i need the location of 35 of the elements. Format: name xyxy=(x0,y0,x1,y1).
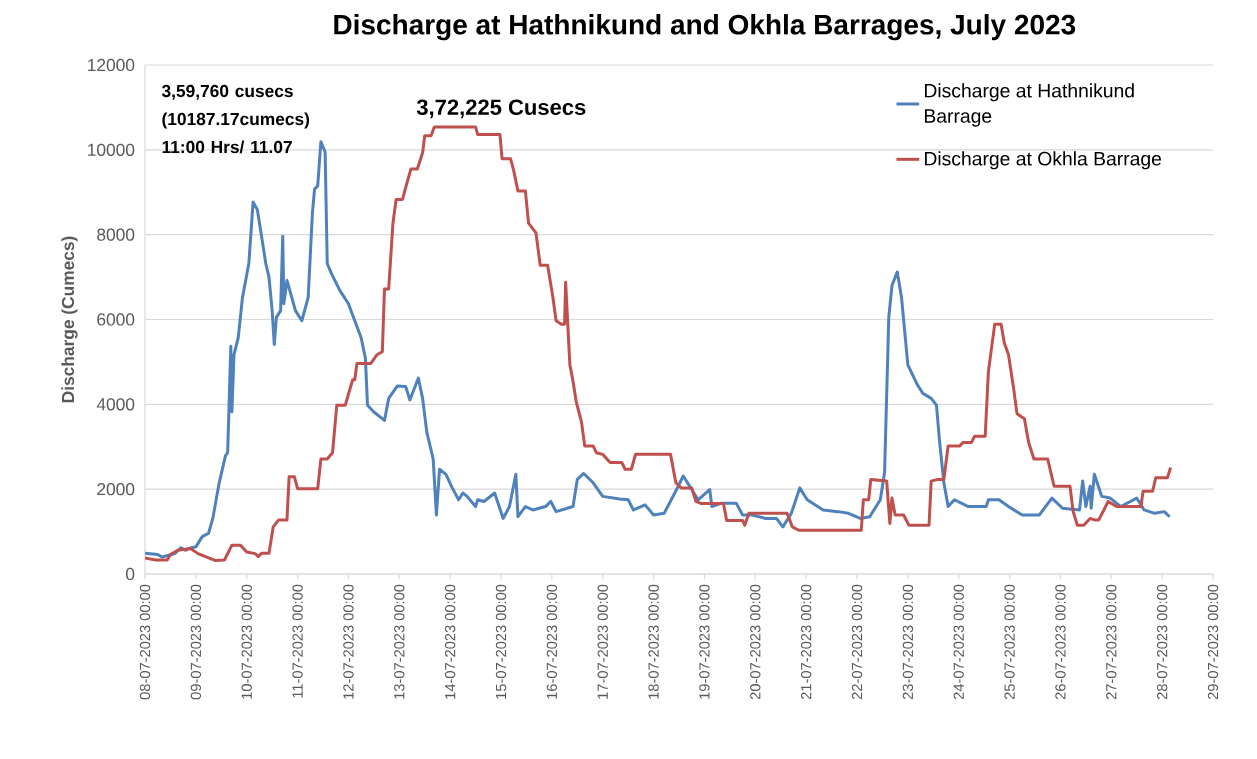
x-tick-label: 09-07-2023 00:00 xyxy=(190,584,202,700)
x-tick-label: 28-07-2023 00:00 xyxy=(1156,584,1168,700)
x-tick-label: 19-07-2023 00:00 xyxy=(699,584,710,699)
y-tick-label: 10000 xyxy=(88,143,135,156)
x-tick-label: 16-07-2023 00:00 xyxy=(546,584,558,699)
y-tick-label: 0 xyxy=(125,567,135,581)
x-tick-label: 12-07-2023 00:00 xyxy=(343,584,354,699)
y-tick-label: 2000 xyxy=(97,483,135,496)
x-tick-label: 21-07-2023 00:00 xyxy=(800,584,812,700)
x-tick-label: 27-07-2023 00:00 xyxy=(1106,584,1117,700)
y-tick-label: 6000 xyxy=(97,313,135,326)
x-tick-label: 24-07-2023 00:00 xyxy=(953,584,964,700)
x-tick-label: 25-07-2023 00:00 xyxy=(1004,584,1015,700)
y-tick-label: 4000 xyxy=(96,398,135,411)
x-tick-label: 17-07-2023 00:00 xyxy=(597,584,608,699)
x-tick-label: 23-07-2023 00:00 xyxy=(902,584,914,700)
annotation: 3,59,760 cusecs (10187.17cumecs) 11:00 Hrs/ 11.07 xyxy=(161,84,310,154)
x-tick-label: 15-07-2023 00:00 xyxy=(495,584,507,699)
x-tick-label: 20-07-2023 00:00 xyxy=(750,584,761,700)
x-tick-label: 13-07-2023 00:00 xyxy=(394,584,405,699)
x-tick-label: 11-07-2023 00:00 xyxy=(292,584,303,698)
y-axis-title: Discharge (Cumecs) xyxy=(61,236,78,403)
chart-title: Discharge at Hathnikund and Okhla Barrages, July 2023 xyxy=(334,14,1076,41)
x-tick-label: 29-07-2023 00:00 xyxy=(1207,584,1219,700)
x-tick-label: 26-07-2023 00:00 xyxy=(1055,584,1066,700)
x-tick-label: 18-07-2023 00:00 xyxy=(648,584,659,699)
y-tick-label: 8000 xyxy=(97,228,135,241)
y-tick-label: 12000 xyxy=(88,58,135,72)
x-tick-label: 08-07-2023 00:00 xyxy=(139,584,151,700)
annotation: 3,72,225 Cusecs xyxy=(416,99,586,119)
legend-label: Discharge at Okhla Barrage xyxy=(924,151,1162,170)
x-tick-label: 14-07-2023 00:00 xyxy=(444,584,456,699)
x-tick-label: 10-07-2023 00:00 xyxy=(241,584,252,699)
x-tick-label: 22-07-2023 00:00 xyxy=(851,584,863,700)
legend-label: Discharge at Hathnikund Barrage xyxy=(924,83,1134,127)
